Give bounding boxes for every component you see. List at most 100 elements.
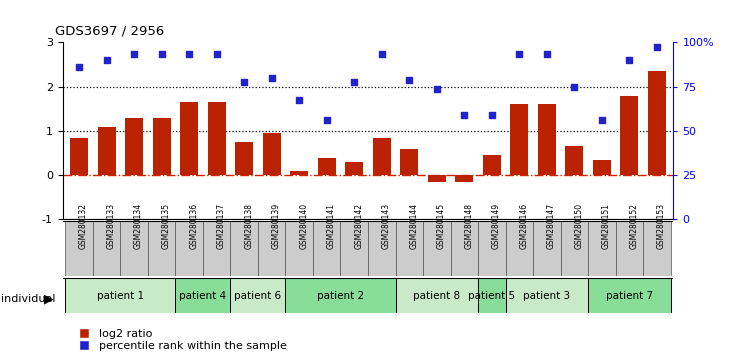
Bar — [428, 175, 446, 182]
Bar — [203, 221, 230, 276]
Bar — [588, 278, 670, 313]
Text: GSM280143: GSM280143 — [382, 202, 391, 249]
Text: GSM280147: GSM280147 — [547, 202, 556, 249]
Bar — [368, 221, 395, 276]
Bar — [450, 221, 478, 276]
Text: patient 3: patient 3 — [523, 291, 570, 301]
Text: GDS3697 / 2956: GDS3697 / 2956 — [55, 25, 164, 38]
Text: GSM280136: GSM280136 — [189, 202, 198, 249]
Text: GSM280150: GSM280150 — [574, 202, 584, 249]
Text: GSM280140: GSM280140 — [300, 202, 308, 249]
Text: patient 7: patient 7 — [606, 291, 653, 301]
Point — [156, 51, 168, 56]
Text: ▶: ▶ — [44, 293, 54, 306]
Bar — [286, 278, 395, 313]
Bar — [478, 278, 506, 313]
Bar — [533, 221, 561, 276]
Bar — [423, 221, 450, 276]
Bar — [125, 118, 143, 175]
Text: GSM280152: GSM280152 — [629, 202, 638, 249]
Point — [651, 44, 663, 50]
Bar — [648, 71, 666, 175]
Point — [238, 80, 250, 85]
Bar — [478, 221, 506, 276]
Bar — [456, 175, 473, 182]
Point — [568, 84, 580, 90]
Point — [266, 75, 277, 81]
Bar — [565, 147, 584, 175]
Text: GSM280139: GSM280139 — [272, 202, 280, 249]
Text: GSM280135: GSM280135 — [162, 202, 171, 249]
Bar — [400, 149, 418, 175]
Bar — [208, 102, 226, 175]
Text: GSM280141: GSM280141 — [327, 202, 336, 249]
Point — [541, 51, 553, 56]
Bar — [395, 221, 423, 276]
Point — [321, 117, 333, 123]
Point — [294, 97, 305, 103]
Bar — [70, 138, 88, 175]
Bar — [588, 221, 615, 276]
Text: GSM280137: GSM280137 — [216, 202, 226, 249]
Bar — [175, 278, 230, 313]
Bar — [561, 221, 588, 276]
Text: GSM280149: GSM280149 — [492, 202, 500, 249]
Bar — [373, 138, 391, 175]
Text: GSM280146: GSM280146 — [520, 202, 528, 249]
Text: GSM280144: GSM280144 — [409, 202, 418, 249]
Bar — [236, 142, 253, 175]
Bar — [593, 160, 611, 175]
Text: individual: individual — [1, 294, 56, 304]
Text: patient 1: patient 1 — [96, 291, 144, 301]
Text: patient 8: patient 8 — [413, 291, 460, 301]
Point — [101, 57, 113, 63]
Bar — [286, 221, 313, 276]
Bar — [341, 221, 368, 276]
Text: GSM280142: GSM280142 — [354, 202, 364, 249]
Point — [73, 64, 85, 70]
Bar — [643, 221, 670, 276]
Bar — [148, 221, 175, 276]
Bar — [615, 221, 643, 276]
Bar — [506, 221, 533, 276]
Bar — [313, 221, 341, 276]
Text: GSM280134: GSM280134 — [134, 202, 143, 249]
Point — [486, 113, 498, 118]
Bar — [538, 104, 556, 175]
Text: GSM280148: GSM280148 — [464, 202, 473, 249]
Text: GSM280133: GSM280133 — [107, 202, 116, 249]
Text: patient 4: patient 4 — [180, 291, 227, 301]
Bar — [620, 96, 638, 175]
Legend: log2 ratio, percentile rank within the sample: log2 ratio, percentile rank within the s… — [68, 324, 291, 354]
Bar — [152, 118, 171, 175]
Point — [431, 86, 442, 92]
Bar — [175, 221, 203, 276]
Bar — [66, 221, 93, 276]
Point — [210, 51, 222, 56]
Bar — [395, 278, 478, 313]
Bar — [510, 104, 528, 175]
Point — [376, 51, 388, 56]
Point — [348, 80, 360, 85]
Text: GSM280151: GSM280151 — [602, 202, 611, 249]
Text: GSM280153: GSM280153 — [657, 202, 666, 249]
Bar — [318, 158, 336, 175]
Bar — [290, 171, 308, 175]
Text: GSM280138: GSM280138 — [244, 202, 253, 249]
Point — [459, 113, 470, 118]
Point — [596, 117, 608, 123]
Bar — [121, 221, 148, 276]
Bar — [483, 155, 500, 175]
Text: patient 5: patient 5 — [468, 291, 515, 301]
Point — [128, 51, 140, 56]
Bar — [93, 221, 121, 276]
Point — [403, 77, 415, 83]
Bar — [258, 221, 286, 276]
Text: patient 2: patient 2 — [317, 291, 364, 301]
Point — [623, 57, 635, 63]
Bar — [230, 221, 258, 276]
Text: patient 6: patient 6 — [234, 291, 281, 301]
Point — [514, 51, 526, 56]
Bar — [230, 278, 286, 313]
Bar — [506, 278, 588, 313]
